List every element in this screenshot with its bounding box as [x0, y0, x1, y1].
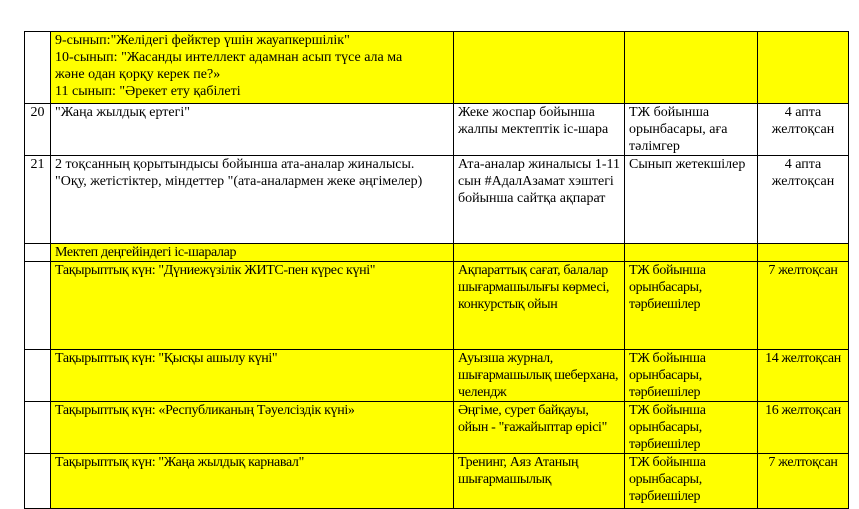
plan-table: 9-сынып:"Желідегі фейктер үшін жауапкерш… — [24, 31, 849, 509]
form-cell: Ақпараттық сағат, балалар шығармашылығы … — [453, 261, 625, 350]
responsible-cell: ТЖ бойынша орынбасары, тәрбиешілер — [624, 401, 758, 454]
section-title: Мектеп деңгейіндегі іс-шаралар — [50, 243, 454, 262]
date-cell: 4 апта желтоқсан — [757, 155, 849, 244]
date-cell — [757, 243, 849, 262]
row-number — [24, 31, 51, 104]
row-number — [24, 261, 51, 350]
row-number — [24, 401, 51, 454]
responsible-cell: ТЖ бойынша орынбасары, тәрбиешілер — [624, 453, 758, 509]
section-row: Мектеп деңгейіндегі іс-шаралар — [24, 243, 849, 262]
date-cell — [757, 31, 849, 104]
table-row: Тақырыптық күн: "Жаңа жылдық карнавал" Т… — [24, 453, 849, 509]
form-cell — [453, 243, 625, 262]
form-cell: Тренинг, Аяз Атаның шығармашылық — [453, 453, 625, 509]
responsible-cell: Сынып жетекшілер — [624, 155, 758, 244]
topic-cell: Тақырыптық күн: "Қысқы ашылу күні" — [50, 349, 454, 402]
date-cell: 7 желтоқсан — [757, 261, 849, 350]
topic-cell: "Жаңа жылдық ертегі" — [50, 103, 454, 156]
responsible-cell: ТЖ бойынша орынбасары, аға тәлімгер — [624, 103, 758, 156]
row-number — [24, 453, 51, 509]
form-cell: Ауызша журнал, шығармашылық шеберхана, ч… — [453, 349, 625, 402]
date-cell: 7 желтоқсан — [757, 453, 849, 509]
topic-line: 11 сынып: "Әрекет ету қабілеті — [55, 84, 241, 99]
responsible-cell — [624, 31, 758, 104]
table-row: 20 "Жаңа жылдық ертегі" Жеке жоспар бойы… — [24, 103, 849, 156]
row-number — [24, 243, 51, 262]
form-cell: Жеке жоспар бойынша жалпы мектептік іс-ш… — [453, 103, 625, 156]
form-cell: Ата-аналар жиналысы 1-11 сын #АдалАзамат… — [453, 155, 625, 244]
topic-line: 10-сынып: "Жасанды интеллект адамнан асы… — [55, 50, 403, 65]
form-cell: Әңгіме, сурет байқауы, ойын - "ғажайыпта… — [453, 401, 625, 454]
row-number: 21 — [24, 155, 51, 244]
responsible-cell: ТЖ бойынша орынбасары, тәрбиешілер — [624, 261, 758, 350]
topic-line: 9-сынып:"Желідегі фейктер үшін жауапкерш… — [55, 33, 350, 48]
topic-cell: Тақырыптық күн: "Дүниежүзілік ЖИТС-пен к… — [50, 261, 454, 350]
topic-cell: 2 тоқсанның қорытындысы бойынша ата-анал… — [50, 155, 454, 244]
table-row: Тақырыптық күн: «Республиканың Тәуелсізд… — [24, 401, 849, 454]
table-row: 9-сынып:"Желідегі фейктер үшін жауапкерш… — [24, 31, 849, 104]
topic-cell: Тақырыптық күн: «Республиканың Тәуелсізд… — [50, 401, 454, 454]
table-row: 21 2 тоқсанның қорытындысы бойынша ата-а… — [24, 155, 849, 244]
topic-line: және одан қорқу керек пе?» — [55, 67, 221, 82]
responsible-cell: ТЖ бойынша орынбасары, тәрбиешілер — [624, 349, 758, 402]
form-cell — [453, 31, 625, 104]
responsible-cell — [624, 243, 758, 262]
topic-cell: Тақырыптық күн: "Жаңа жылдық карнавал" — [50, 453, 454, 509]
table-row: Тақырыптық күн: "Қысқы ашылу күні" Ауызш… — [24, 349, 849, 402]
date-cell: 4 апта желтоқсан — [757, 103, 849, 156]
topic-cell: 9-сынып:"Желідегі фейктер үшін жауапкерш… — [50, 31, 454, 104]
row-number: 20 — [24, 103, 51, 156]
table-row: Тақырыптық күн: "Дүниежүзілік ЖИТС-пен к… — [24, 261, 849, 350]
date-cell: 14 желтоқсан — [757, 349, 849, 402]
date-cell: 16 желтоқсан — [757, 401, 849, 454]
row-number — [24, 349, 51, 402]
